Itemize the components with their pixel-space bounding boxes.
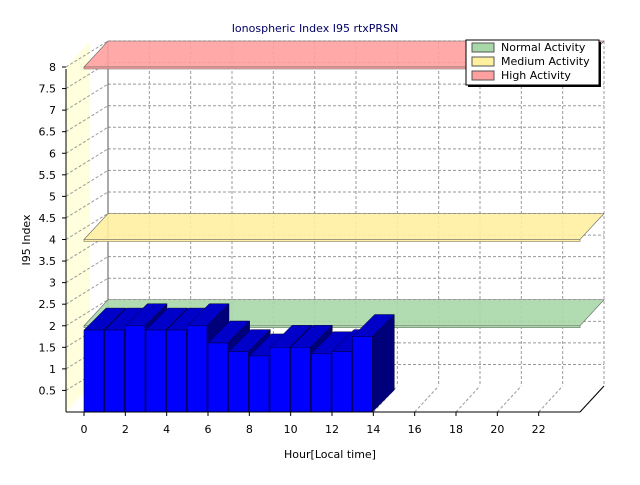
x-tick-label: 12 xyxy=(325,423,339,436)
y-tick-label: 7.5 xyxy=(39,83,57,96)
x-tick-label: 4 xyxy=(163,423,170,436)
bar-6 xyxy=(207,342,228,413)
chart-title: Ionospheric Index I95 rtxPRSN xyxy=(232,22,399,35)
x-tick-label: 10 xyxy=(284,423,298,436)
grid-line-y-side xyxy=(65,191,109,219)
y-tick-label: 0.5 xyxy=(39,384,57,397)
y-tick-label: 3.5 xyxy=(39,255,57,268)
x-axis-depth-line xyxy=(579,385,605,413)
grid-line-y-side xyxy=(65,105,109,133)
x-tick-label: 16 xyxy=(408,423,422,436)
x-tick-label: 22 xyxy=(532,423,546,436)
y-tick-label: 4 xyxy=(49,234,56,247)
grid-line-y-side xyxy=(65,213,109,240)
legend-swatch-medium xyxy=(471,56,495,67)
grid-line-y-side xyxy=(65,299,109,327)
legend-swatch-normal xyxy=(471,42,495,53)
y-tick-label: 7 xyxy=(49,104,56,117)
x-tick-label: 2 xyxy=(122,423,129,436)
band-front-1 xyxy=(83,239,581,242)
grid-line-y-side xyxy=(65,169,109,197)
bar-2 xyxy=(125,325,146,413)
y-axis-title: I95 Index xyxy=(20,214,33,266)
y-tick-label: 8 xyxy=(49,61,56,74)
grid-line-y-side xyxy=(65,126,109,154)
legend-shadow-right xyxy=(599,42,601,87)
x-tick-label: 20 xyxy=(490,423,504,436)
grid-line-y-side xyxy=(65,40,109,68)
bar-13 xyxy=(352,336,373,413)
grid-line-x-floor xyxy=(496,385,522,413)
grid-line-y-side xyxy=(65,256,109,284)
grid-line-y-side xyxy=(65,83,109,111)
bar-1 xyxy=(104,329,125,413)
grid-line-y-side xyxy=(65,148,109,176)
y-tick-label: 2 xyxy=(49,320,56,333)
x-axis-title: Hour[Local time] xyxy=(284,448,376,461)
legend-label-high: High Activity xyxy=(501,69,571,82)
y-tick-label: 1 xyxy=(49,363,56,376)
chart-axes: 0.5 1 1.5 2 2.5 3 3.5 4 4.5 5 5.5 6 6.5 7 7.5 8 0 2 4 6 8 10 1… xyxy=(39,61,605,436)
x-tick-label: 14 xyxy=(366,423,380,436)
x-tick-label: 0 xyxy=(81,423,88,436)
x-tick-label: 18 xyxy=(449,423,463,436)
grid-line-x-floor xyxy=(414,385,440,413)
y-tick-label: 5.5 xyxy=(39,169,57,182)
y-tick-label: 1.5 xyxy=(39,341,57,354)
bar-4 xyxy=(166,329,187,413)
grid-line-x-floor xyxy=(538,385,564,413)
bar-11 xyxy=(311,353,332,413)
bar-7 xyxy=(228,351,249,413)
legend-shadow-bottom xyxy=(468,85,601,87)
y-tick-label: 4.5 xyxy=(39,212,57,225)
legend-label-medium: Medium Activity xyxy=(501,55,590,68)
y-tick-label: 6 xyxy=(49,147,56,160)
bar-12 xyxy=(331,351,352,413)
y-tick-label: 6.5 xyxy=(39,126,57,139)
band-top-1 xyxy=(83,213,605,240)
legend-swatch-high xyxy=(471,70,495,81)
left-wall xyxy=(66,41,90,412)
x-tick-label: 6 xyxy=(205,423,212,436)
y-tick-label: 2.5 xyxy=(39,298,57,311)
bar-8 xyxy=(249,355,270,413)
bar-series xyxy=(83,303,395,413)
bar-3 xyxy=(145,329,166,413)
y-tick-label: 5 xyxy=(49,190,56,203)
bar-10 xyxy=(290,347,311,413)
y-tick-label: 3 xyxy=(49,277,56,290)
grid-line-x-floor xyxy=(455,385,481,413)
legend-label-normal: Normal Activity xyxy=(501,41,586,54)
legend: Normal Activity Medium Activity High Act… xyxy=(465,39,601,87)
bar-9 xyxy=(269,347,290,413)
x-tick-label: 8 xyxy=(246,423,253,436)
grid-line-y-side xyxy=(65,277,109,305)
bar-5 xyxy=(187,325,208,413)
bar-0 xyxy=(83,329,104,413)
